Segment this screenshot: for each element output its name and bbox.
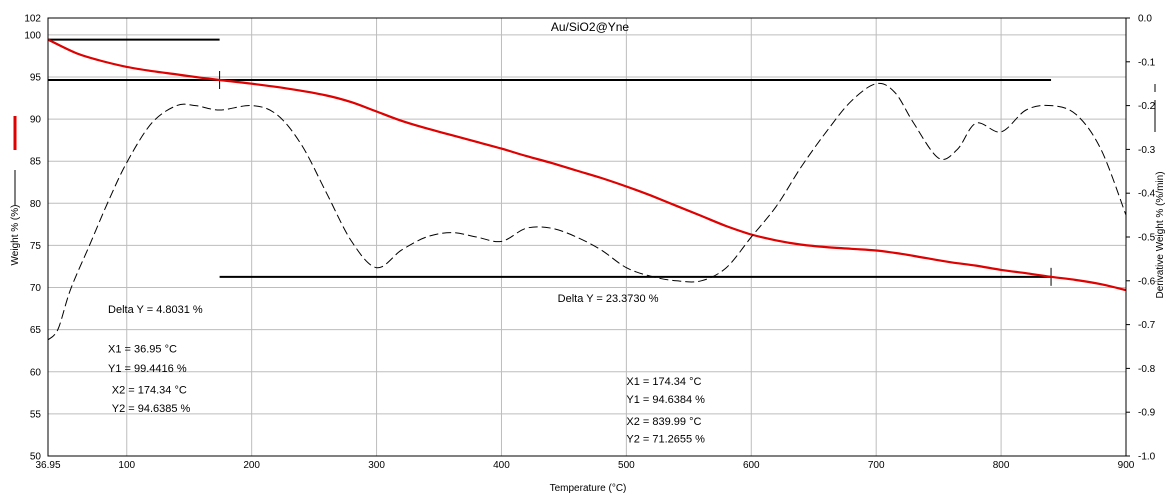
step-annotation: Y2 = 94.6385 % bbox=[112, 403, 191, 415]
y2-tick-label: -0.7 bbox=[1138, 320, 1156, 331]
x-tick-label: 800 bbox=[993, 460, 1010, 471]
chart-title: Au/SiO2@Yne bbox=[551, 20, 630, 34]
tick-labels: 36.95 100 200 300 400 500 600 700 800 900 50 55 60 65… bbox=[24, 14, 1155, 472]
x-tick-label: 300 bbox=[368, 460, 385, 471]
y-tick-label: 85 bbox=[30, 157, 42, 168]
y-axis-label-group: Weight % (%) bbox=[10, 205, 21, 266]
step-annotation: Y1 = 94.6384 % bbox=[626, 394, 705, 406]
y2-axis-label: Derivative Weight % (%/min) bbox=[1155, 171, 1166, 298]
step-annotation: Y1 = 99.4416 % bbox=[108, 363, 187, 375]
y-tick-label: 55 bbox=[30, 409, 42, 420]
y-tick-label: 50 bbox=[30, 452, 42, 463]
step-annotation: X2 = 174.34 °C bbox=[112, 385, 187, 397]
y-tick-label: 80 bbox=[30, 199, 42, 210]
y2-tick-label: -0.3 bbox=[1138, 145, 1156, 156]
weight-series-line bbox=[47, 38, 1127, 292]
x-tick-label: 400 bbox=[493, 460, 510, 471]
step-annotation: Delta Y = 4.8031 % bbox=[108, 304, 203, 316]
grid bbox=[48, 18, 1126, 456]
x-tick-label: 700 bbox=[868, 460, 885, 471]
y2-tick-label: -0.5 bbox=[1138, 233, 1156, 244]
plot-background bbox=[48, 18, 1126, 456]
step-annotation: X1 = 36.95 °C bbox=[108, 343, 177, 355]
derivative-series-line bbox=[47, 82, 1127, 341]
step-annotation: X2 = 839.99 °C bbox=[626, 416, 701, 428]
y2-tick-label: -0.2 bbox=[1138, 101, 1156, 112]
step-annotation: Y2 = 71.2655 % bbox=[626, 434, 705, 446]
y-tick-label: 65 bbox=[30, 325, 42, 336]
x-tick-label: 600 bbox=[743, 460, 760, 471]
y2-tick-label: -1.0 bbox=[1138, 452, 1156, 463]
y2-tick-label: -0.4 bbox=[1138, 189, 1156, 200]
y-tick-label: 102 bbox=[24, 14, 41, 25]
x-tick-label: 200 bbox=[243, 460, 260, 471]
series-layer bbox=[47, 38, 1127, 341]
y2-tick-label: -0.6 bbox=[1138, 276, 1156, 287]
x-tick-label: 36.95 bbox=[35, 460, 60, 471]
step-annotation: Delta Y = 23.3730 % bbox=[558, 293, 659, 305]
y-tick-label: 70 bbox=[30, 283, 42, 294]
step-annotation: X1 = 174.34 °C bbox=[626, 376, 701, 388]
x-tick-label: 900 bbox=[1118, 460, 1135, 471]
y-axis-label: Weight % (%) bbox=[10, 205, 21, 266]
x-axis-label: Temperature (°C) bbox=[550, 483, 627, 494]
x-tick-label: 100 bbox=[118, 460, 135, 471]
y2-tick-label: -0.1 bbox=[1138, 57, 1156, 68]
y2-tick-label: -0.8 bbox=[1138, 364, 1156, 375]
y2-tick-label: 0.0 bbox=[1138, 14, 1152, 25]
y-tick-label: 100 bbox=[24, 30, 41, 41]
y-tick-label: 90 bbox=[30, 115, 42, 126]
y-tick-label: 60 bbox=[30, 367, 42, 378]
x-tick-label: 500 bbox=[618, 460, 635, 471]
y-tick-label: 95 bbox=[30, 72, 42, 83]
annotations: Delta Y = 4.8031 % X1 = 36.95 °C Y1 = 99.4… bbox=[108, 293, 705, 446]
y-tick-label: 75 bbox=[30, 241, 42, 252]
y2-axis-label-group: Derivative Weight % (%/min) bbox=[1155, 171, 1166, 298]
y2-tick-label: -0.9 bbox=[1138, 408, 1156, 419]
